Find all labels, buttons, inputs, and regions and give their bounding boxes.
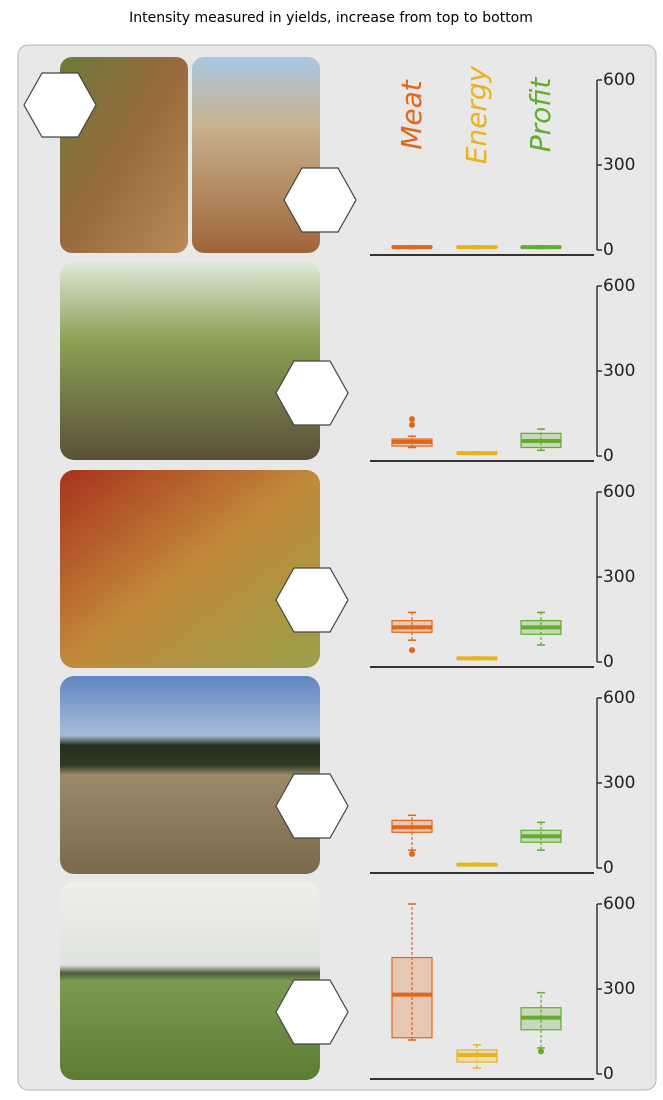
category-label: Profit xyxy=(524,77,557,153)
outlier xyxy=(409,647,415,653)
category-label: Energy xyxy=(460,65,493,164)
y-tick-label: 600 xyxy=(603,70,635,90)
y-tick-label: 600 xyxy=(603,276,635,296)
y-tick-label: 300 xyxy=(603,979,635,999)
y-tick-label: 600 xyxy=(603,688,635,708)
y-tick-label: 300 xyxy=(603,361,635,381)
photo xyxy=(60,882,320,1080)
y-tick-label: 600 xyxy=(603,482,635,502)
y-tick-label: 0 xyxy=(603,1064,614,1084)
page: {"title": "Intensity measured in yields,… xyxy=(0,0,663,1096)
outlier xyxy=(409,416,415,422)
figure-title: Intensity measured in yields, increase f… xyxy=(129,10,533,26)
y-tick-label: 0 xyxy=(603,858,614,878)
outlier xyxy=(409,851,415,857)
category-label: Meat xyxy=(395,79,428,150)
photo xyxy=(60,262,320,460)
photo xyxy=(60,676,320,874)
photo xyxy=(60,470,320,668)
y-tick-label: 0 xyxy=(603,652,614,672)
y-tick-label: 600 xyxy=(603,894,635,914)
y-tick-label: 300 xyxy=(603,773,635,793)
y-tick-label: 300 xyxy=(603,567,635,587)
figure: Intensity measured in yields, increase f… xyxy=(0,0,663,1096)
outlier xyxy=(409,422,415,428)
y-tick-label: 300 xyxy=(603,155,635,175)
y-tick-label: 0 xyxy=(603,446,614,466)
outlier xyxy=(538,1048,544,1054)
box xyxy=(392,958,432,1038)
y-tick-label: 0 xyxy=(603,240,614,260)
